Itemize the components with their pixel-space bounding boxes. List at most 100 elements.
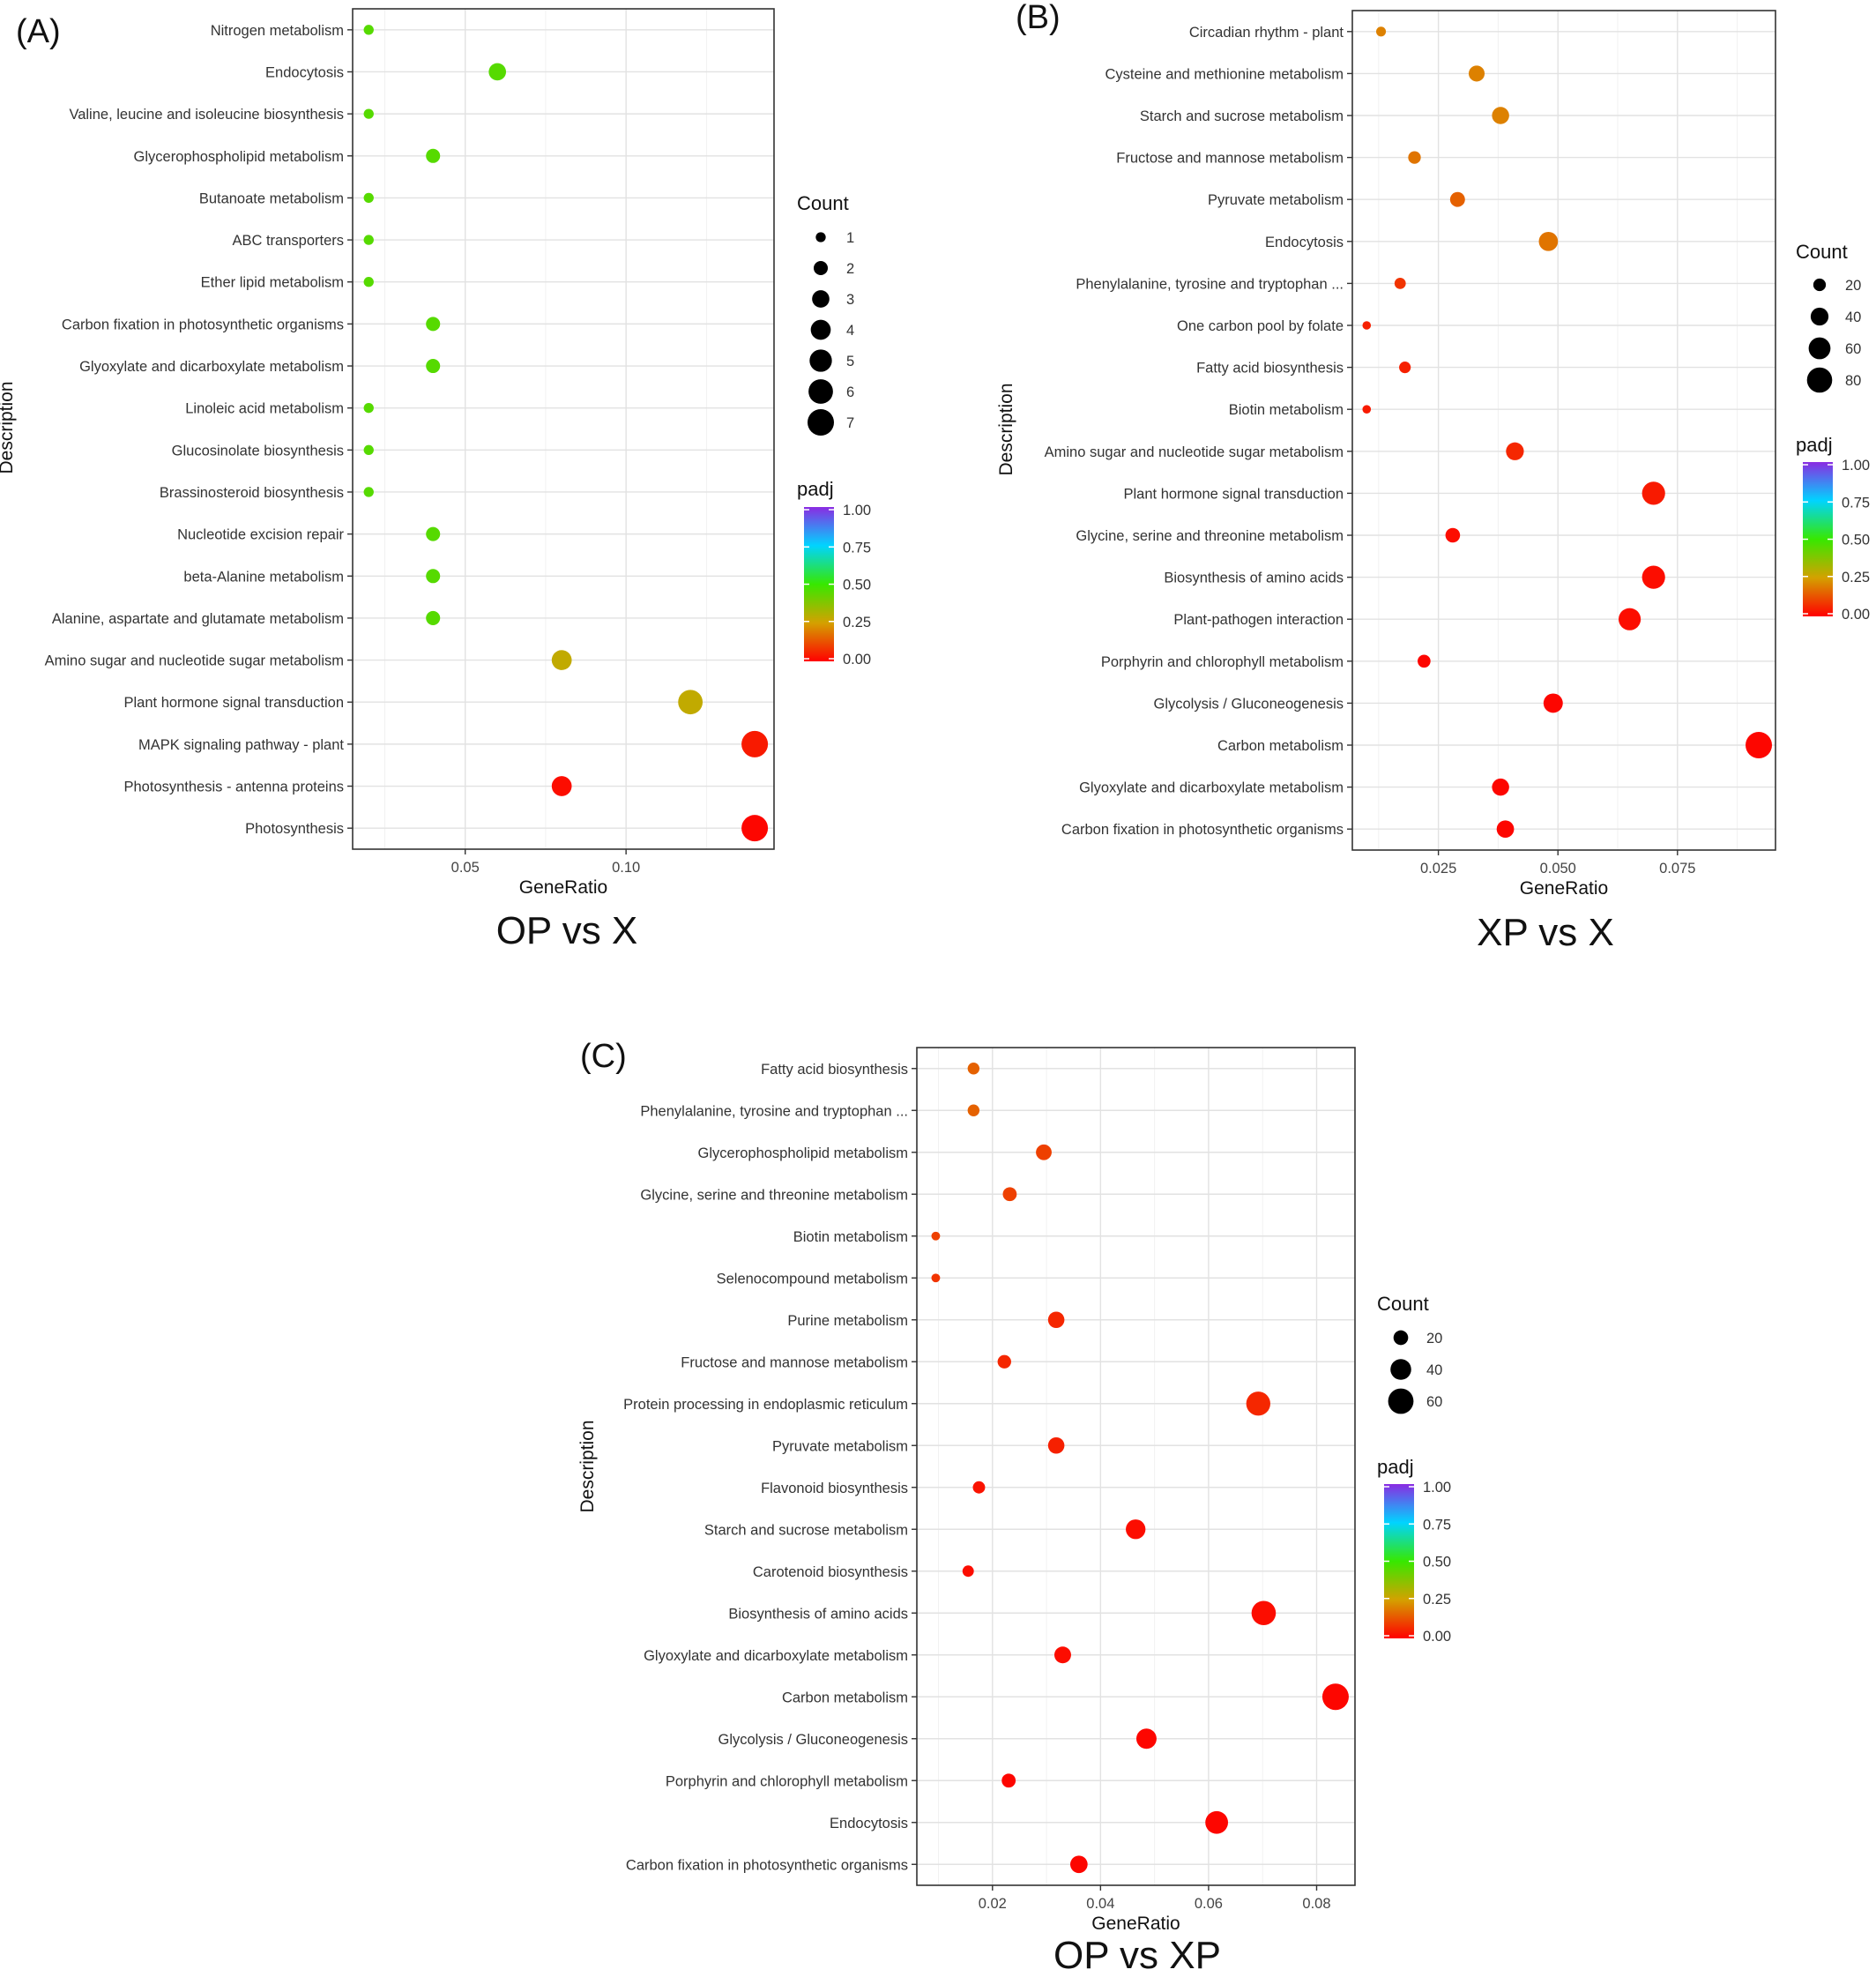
panel-3: Fatty acid biosynthesis Phenylalanine, ty…	[577, 1038, 1451, 1977]
panel-1: Nitrogen metabolism Endocytosis Valine, le…	[0, 8, 871, 952]
count-legend-key	[809, 349, 832, 372]
y-tick-label: Pyruvate metabolism	[1208, 192, 1344, 208]
y-tick-label: Carotenoid biosynthesis	[753, 1564, 908, 1580]
y-tick-label: Cysteine and methionine metabolism	[1105, 66, 1344, 82]
padj-legend-title: padj	[1377, 1456, 1414, 1478]
data-point	[1408, 151, 1421, 164]
y-tick-label: Biosynthesis of amino acids	[1164, 571, 1344, 586]
data-point	[426, 569, 441, 584]
y-tick-label: Circadian rhythm - plant	[1189, 25, 1344, 41]
y-axis-title: Description	[577, 1420, 598, 1512]
colorbar-tick-label: 0.75	[1423, 1517, 1451, 1533]
y-tick-label: Fructose and mannose metabolism	[1116, 151, 1344, 167]
x-tick-label: 0.05	[451, 860, 480, 876]
y-tick-label: Pyruvate metabolism	[772, 1438, 908, 1454]
colorbar-tick-label: 0.75	[843, 540, 871, 556]
y-tick-label: Biotin metabolism	[793, 1229, 908, 1245]
colorbar-tick-label: 0.50	[1842, 533, 1870, 548]
data-point	[1642, 481, 1665, 505]
y-tick-label: Butanoate metabolism	[199, 190, 344, 206]
count-legend-title: Count	[1377, 1293, 1429, 1315]
count-legend-label: 6	[846, 384, 854, 400]
panel-label: (B)	[1016, 0, 1061, 36]
y-tick-label: Glycolysis / Gluconeogenesis	[718, 1732, 908, 1748]
data-point	[931, 1273, 941, 1283]
data-point	[426, 526, 441, 541]
y-tick-label: Glyoxylate and dicarboxylate metabolism	[79, 359, 344, 375]
y-tick-label: Alanine, aspartate and glutamate metabol…	[52, 611, 344, 627]
data-point	[363, 403, 374, 414]
data-point	[1746, 732, 1773, 758]
colorbar-tick-label: 0.25	[1423, 1592, 1451, 1608]
x-tick-label: 0.025	[1420, 861, 1456, 877]
data-point	[1394, 278, 1406, 289]
data-point	[426, 148, 441, 163]
y-tick-label: Endocytosis	[1265, 235, 1344, 250]
y-tick-label: Brassinosteroid biosynthesis	[160, 485, 344, 501]
count-legend-key	[810, 319, 831, 340]
count-legend-label: 40	[1845, 310, 1861, 325]
count-legend-label: 60	[1426, 1394, 1442, 1410]
x-tick-label: 0.10	[612, 860, 640, 876]
data-point	[931, 1231, 941, 1241]
y-tick-label: Photosynthesis	[245, 821, 344, 837]
data-point	[741, 815, 769, 842]
plot-frame	[352, 8, 775, 850]
count-legend-label: 60	[1845, 341, 1861, 357]
y-tick-label: Amino sugar and nucleotide sugar metabol…	[45, 653, 344, 669]
data-point	[1205, 1810, 1229, 1834]
y-tick-label: Biotin metabolism	[1229, 402, 1344, 418]
count-legend-label: 40	[1426, 1362, 1442, 1378]
count-legend-label: 1	[846, 230, 854, 246]
data-point	[1070, 1855, 1088, 1874]
data-point	[426, 610, 441, 625]
y-tick-label: Amino sugar and nucleotide sugar metabol…	[1045, 444, 1344, 460]
y-tick-label: Plant-pathogen interaction	[1173, 612, 1344, 628]
y-tick-label: Photosynthesis - antenna proteins	[124, 780, 345, 795]
y-tick-label: Endocytosis	[265, 64, 344, 80]
plot-frame	[916, 1047, 1356, 1886]
count-legend-label: 4	[846, 323, 854, 339]
data-point	[363, 108, 374, 119]
y-tick-label: Fatty acid biosynthesis	[1196, 361, 1344, 377]
data-point	[551, 650, 572, 670]
y-tick-label: Biosynthesis of amino acids	[728, 1606, 908, 1622]
y-tick-label: Purine metabolism	[787, 1313, 908, 1329]
y-tick-label: Phenylalanine, tyrosine and tryptophan .…	[640, 1103, 908, 1119]
data-point	[1418, 654, 1431, 668]
y-tick-label: Carbon fixation in photosynthetic organi…	[626, 1857, 908, 1873]
count-legend-label: 3	[846, 292, 854, 308]
data-point	[1047, 1436, 1065, 1454]
count-legend-key	[1813, 278, 1827, 292]
count-legend-key	[1810, 307, 1829, 326]
x-axis-title: GeneRatio	[1091, 1914, 1180, 1934]
y-tick-label: Endocytosis	[830, 1816, 908, 1832]
y-tick-label: Plant hormone signal transduction	[1124, 486, 1344, 502]
data-point	[1053, 1646, 1071, 1664]
y-tick-label: Glycerophospholipid metabolism	[698, 1145, 908, 1161]
count-legend-label: 7	[846, 415, 854, 431]
colorbar-tick-label: 0.25	[1842, 570, 1870, 586]
y-tick-label: Glycolysis / Gluconeogenesis	[1153, 696, 1344, 712]
count-legend-title: Count	[797, 192, 849, 214]
colorbar-tick-label: 0.00	[843, 652, 871, 668]
y-tick-label: Phenylalanine, tyrosine and tryptophan .…	[1076, 276, 1344, 292]
y-tick-label: Fatty acid biosynthesis	[761, 1062, 908, 1078]
padj-legend-title: padj	[1796, 434, 1833, 456]
y-tick-label: Nitrogen metabolism	[211, 23, 344, 39]
data-point	[1618, 608, 1642, 630]
data-point	[1251, 1600, 1277, 1626]
count-legend-key	[1806, 367, 1833, 393]
y-tick-label: ABC transporters	[232, 233, 344, 249]
y-axis-title: Description	[996, 383, 1016, 475]
count-legend-label: 80	[1845, 373, 1861, 389]
data-point	[1362, 405, 1372, 414]
x-tick-label: 0.02	[979, 1896, 1007, 1912]
padj-legend-title: padj	[797, 478, 834, 500]
panel-label: (A)	[16, 13, 61, 50]
data-point	[551, 776, 572, 796]
count-legend-key	[1388, 1388, 1414, 1414]
data-point	[1135, 1728, 1157, 1749]
data-point	[1126, 1519, 1146, 1540]
